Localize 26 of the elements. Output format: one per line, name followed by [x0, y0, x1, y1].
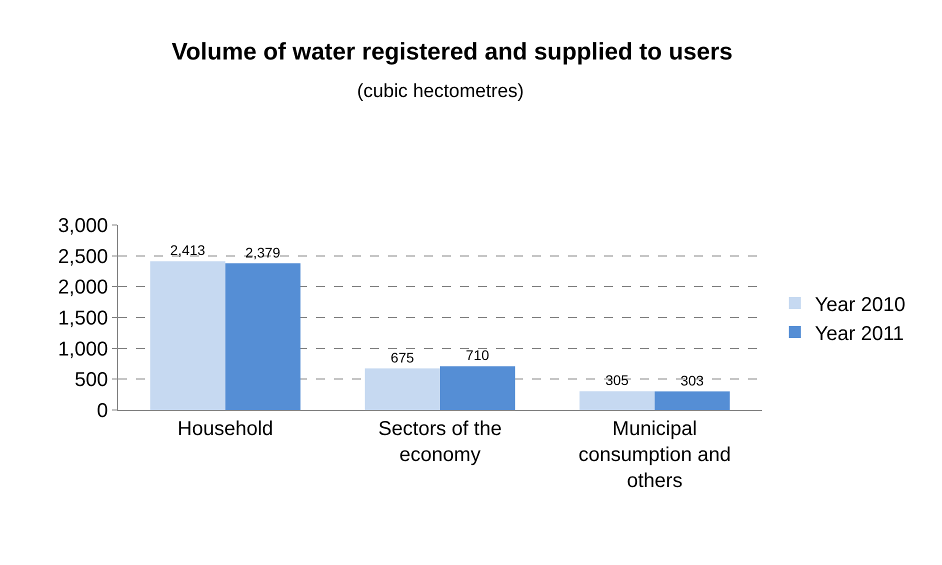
x-tick-label: Municipal consumption and others	[578, 418, 731, 492]
legend-label: Year 2011	[814, 322, 904, 345]
chart-title: Volume of water registered and supplied to users	[172, 38, 733, 66]
legend-label: Year 2010	[814, 294, 906, 316]
bar	[225, 263, 300, 410]
data-label: 305	[605, 372, 629, 388]
x-tick-label: Sectors of the economy	[378, 418, 502, 466]
bar	[364, 368, 440, 410]
bar	[654, 391, 730, 410]
data-label: 710	[466, 347, 490, 364]
data-label: 2,379	[245, 244, 281, 260]
bar	[440, 366, 516, 410]
data-label: 303	[680, 372, 704, 388]
y-tick-label: 500	[74, 369, 108, 392]
y-tick-label: 0	[96, 400, 108, 422]
bar	[150, 261, 226, 410]
y-tick-label: 2,000	[58, 276, 108, 299]
y-tick-label: 3,000	[58, 215, 108, 237]
data-label: 2,413	[170, 242, 206, 258]
y-tick-label: 2,500	[58, 246, 108, 268]
y-tick-label: 1,000	[58, 338, 108, 360]
data-label: 675	[390, 349, 414, 366]
chart-subtitle: (cubic hectometres)	[357, 81, 524, 102]
x-tick-label: Household	[178, 418, 274, 440]
bar	[580, 391, 655, 410]
y-tick-label: 1,500	[58, 308, 108, 330]
